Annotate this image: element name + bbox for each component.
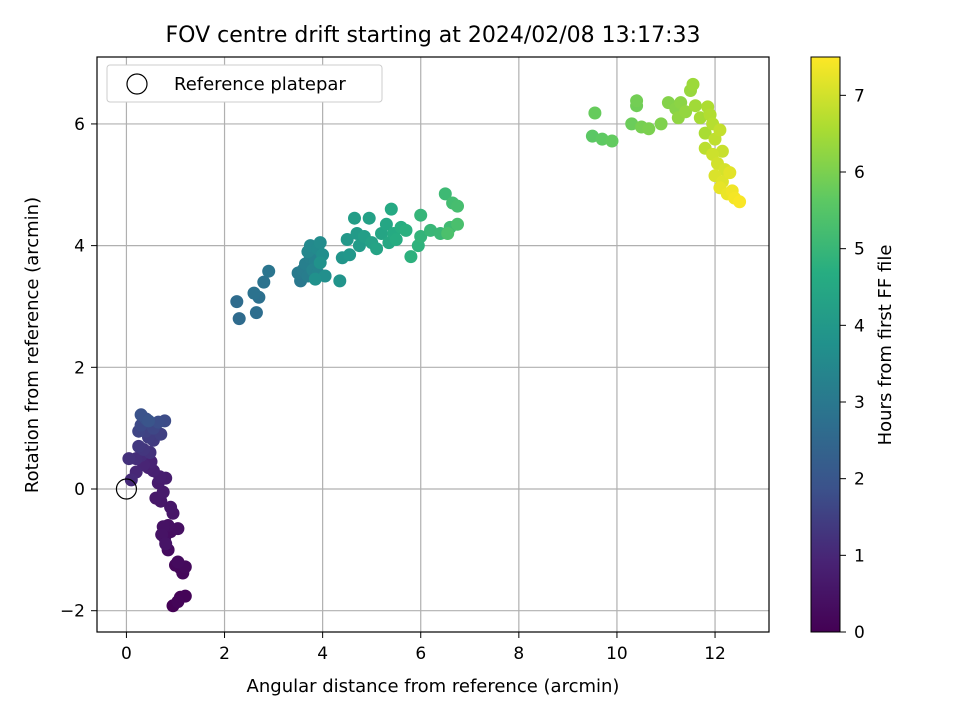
scatter-point — [132, 439, 146, 453]
legend-label: Reference platepar — [174, 74, 346, 95]
scatter-point — [232, 312, 246, 326]
scatter-points — [122, 77, 747, 613]
scatter-point — [340, 233, 354, 246]
x-tick-label: 4 — [317, 644, 328, 664]
scatter-point — [171, 595, 185, 609]
scatter-point — [343, 248, 357, 262]
x-tick-label: 2 — [219, 644, 230, 664]
y-ticks: −2 0 2 4 6 — [60, 115, 97, 622]
scatter-point — [142, 414, 155, 428]
scatter-point — [151, 415, 165, 429]
scatter-point — [424, 223, 437, 237]
scatter-point — [585, 129, 599, 143]
scatter-point — [230, 295, 244, 309]
scatter-point — [630, 94, 644, 108]
colorbar-tick-label: 3 — [854, 393, 865, 413]
scatter-point — [654, 117, 668, 131]
colorbar-tick-label: 5 — [854, 240, 865, 260]
y-axis-label: Rotation from reference (arcmin) — [22, 197, 43, 493]
scatter-point — [171, 555, 185, 569]
colorbar-tick-label: 1 — [854, 546, 865, 566]
scatter-point — [441, 227, 455, 240]
grid-lines — [97, 57, 769, 632]
scatter-point — [122, 452, 136, 466]
scatter-point — [257, 275, 271, 289]
scatter-point — [451, 199, 464, 213]
legend-box — [106, 64, 383, 103]
colorbar-tick-label: 6 — [854, 163, 865, 183]
scatter-point — [451, 217, 464, 231]
x-axis-label: Angular distance from reference (arcmin) — [247, 676, 620, 697]
colorbar-tick-label: 4 — [854, 316, 865, 336]
scatter-point — [333, 274, 347, 288]
scatter-point — [379, 217, 393, 231]
scatter-point — [313, 256, 327, 270]
scatter-point — [686, 77, 700, 91]
scatter-point — [159, 537, 173, 551]
x-tick-label: 10 — [606, 644, 628, 664]
scatter-point — [733, 195, 747, 209]
scatter-point — [713, 123, 727, 137]
scatter-point — [308, 272, 322, 286]
legend: Reference platepar — [106, 64, 383, 103]
legend-open-circle-icon — [126, 73, 148, 95]
scatter-point — [642, 122, 656, 136]
chart-title: FOV centre drift starting at 2024/02/08 … — [166, 23, 701, 48]
scatter-point — [414, 208, 428, 222]
colorbar: 0 1 2 3 4 5 6 7 Hours from first FF file — [810, 56, 896, 643]
y-tick-label: 0 — [74, 480, 85, 500]
scatter-point — [164, 500, 178, 514]
colorbar-label: Hours from first FF file — [875, 245, 896, 446]
scatter-point — [370, 242, 384, 256]
scatter-point — [348, 211, 361, 225]
scatter-point — [625, 117, 639, 131]
scatter-point — [595, 132, 609, 146]
x-ticks: 0 2 4 6 8 10 12 — [121, 632, 726, 664]
reference-marker — [115, 478, 138, 500]
colorbar-gradient — [810, 56, 841, 633]
scatter-point — [389, 233, 403, 246]
colorbar-tick-label: 0 — [854, 623, 865, 643]
colorbar-tick-label: 7 — [854, 86, 865, 106]
scatter-point — [688, 99, 702, 113]
scatter-point — [605, 134, 619, 148]
scatter-point — [362, 211, 376, 225]
scatter-point — [399, 223, 413, 237]
y-tick-label: 4 — [74, 237, 85, 257]
plot-frame — [96, 56, 770, 633]
scatter-point — [588, 106, 602, 120]
scatter-point — [723, 166, 737, 180]
scatter-point — [171, 522, 185, 536]
x-tick-label: 8 — [513, 644, 524, 664]
scatter-point — [698, 126, 712, 140]
x-tick-label: 0 — [121, 644, 132, 664]
scatter-point — [313, 236, 327, 250]
scatter-point — [679, 105, 693, 119]
x-tick-label: 6 — [415, 644, 426, 664]
scatter-point — [693, 111, 707, 125]
reference-platepar-marker — [115, 478, 138, 500]
scatter-point — [404, 250, 418, 264]
scatter-point — [438, 187, 452, 201]
scatter-point — [384, 202, 398, 216]
scatter-point — [262, 264, 276, 278]
scatter-point — [318, 269, 332, 283]
colorbar-tick-label: 2 — [854, 470, 865, 490]
y-tick-label: 2 — [74, 358, 85, 378]
scatter-point — [414, 230, 428, 243]
y-tick-label: −2 — [60, 602, 85, 622]
scatter-point — [249, 306, 263, 320]
y-tick-label: 6 — [74, 115, 85, 135]
scatter-point — [247, 286, 261, 300]
scatter-point — [715, 144, 729, 158]
colorbar-ticks: 0 1 2 3 4 5 6 7 — [840, 86, 865, 643]
x-tick-label: 12 — [704, 644, 726, 664]
